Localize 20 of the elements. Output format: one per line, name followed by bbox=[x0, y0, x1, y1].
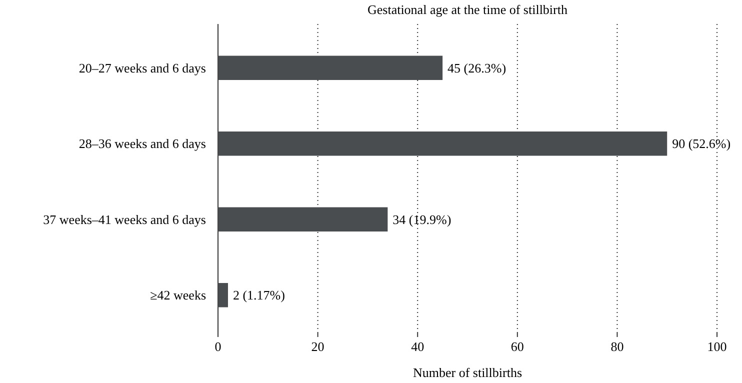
x-tick-label: 0 bbox=[214, 339, 222, 354]
x-tick-label: 100 bbox=[707, 339, 727, 354]
bar bbox=[218, 56, 443, 80]
x-axis-title: Number of stillbirths bbox=[412, 365, 522, 380]
data-label: 2 (1.17%) bbox=[232, 288, 285, 303]
x-tick-label: 80 bbox=[610, 339, 624, 354]
data-label: 45 (26.3%) bbox=[448, 60, 506, 76]
y-tick-label: ≥42 weeks bbox=[150, 288, 206, 303]
y-tick-label: 37 weeks–41 weeks and 6 days bbox=[43, 212, 206, 227]
y-tick-label: 28–36 weeks and 6 days bbox=[78, 136, 206, 152]
y-tick-label: 20–27 weeks and 6 days bbox=[78, 60, 206, 76]
x-tick-label: 60 bbox=[510, 339, 524, 354]
x-tick-label: 40 bbox=[411, 339, 424, 354]
chart-title: Gestational age at the time of stillbirth bbox=[367, 2, 568, 17]
x-tick-label: 20 bbox=[311, 339, 324, 354]
data-label: 34 (19.9%) bbox=[392, 212, 452, 227]
data-label: 90 (52.6%) bbox=[672, 136, 731, 152]
bar bbox=[218, 132, 668, 156]
bar bbox=[218, 207, 388, 232]
bar bbox=[218, 283, 228, 308]
